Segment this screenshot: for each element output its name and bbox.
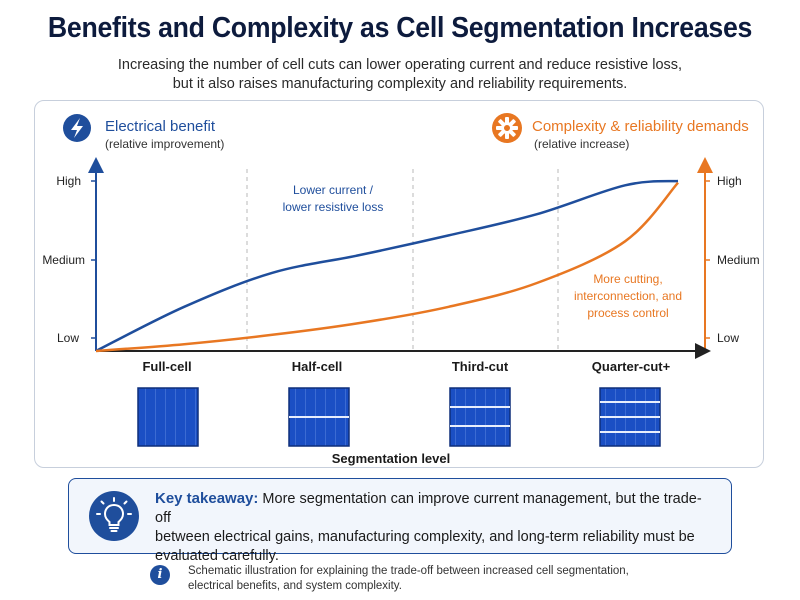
footnote: i Schematic illustration for explaining … [150,563,670,595]
left-tick-medium: Medium [42,253,85,267]
footnote-text: Schematic illustration for explaining th… [188,564,668,594]
full-cell-icon [137,387,199,447]
quarter-cut-cell-icon [599,387,661,447]
category-label-third-cut: Third-cut [452,359,509,374]
category-label-quarter-cut: Quarter-cut+ [592,359,671,374]
lightbulb-icon [89,491,139,541]
half-cell-icon [288,387,350,447]
segmentation-chart: Electrical benefit (relative improvement… [42,113,760,466]
left-tick-low: Low [57,331,79,345]
annotation-complexity-line-2: interconnection, and [574,289,682,303]
takeaway-label: Key takeaway: [155,490,259,507]
page-title: Benefits and Complexity as Cell Segmenta… [47,12,753,44]
takeaway-text: Key takeaway: More segmentation can impr… [155,489,715,566]
annotation-benefit-line-2: lower resistive loss [283,200,384,214]
third-cut-cell-icon [449,387,511,447]
series-line-electrical-benefit [95,179,679,353]
subtitle-line-2: but it also raises manufacturing complex… [172,76,628,92]
takeaway-line-3: evaluated carefully. [155,548,279,564]
series-line-complexity [95,181,679,353]
right-tick-medium: Medium [717,253,760,267]
annotation-complexity-line-1: More cutting, [593,272,662,286]
page-subtitle: Increasing the number of cell cuts can l… [0,56,800,94]
annotation-benefit-line-1: Lower current / [293,183,374,197]
chart-panel: Electrical benefit (relative improvement… [34,100,764,468]
takeaway-line-1: More segmentation can improve current ma… [155,491,702,526]
x-axis-label: Segmentation level [332,451,450,466]
left-tick-high: High [56,174,81,188]
info-icon: i [150,565,170,585]
left-axis-sublabel: (relative improvement) [105,137,224,151]
gear-icon [492,113,522,143]
category-label-half-cell: Half-cell [292,359,343,374]
lightning-icon [63,114,91,142]
left-axis-label: Electrical benefit [105,118,216,135]
right-tick-low: Low [717,331,739,345]
annotation-complexity-line-3: process control [587,306,668,320]
right-tick-high: High [717,174,742,188]
category-label-full-cell: Full-cell [142,359,191,374]
subtitle-line-1: Increasing the number of cell cuts can l… [117,57,683,73]
right-axis-sublabel: (relative increase) [534,137,629,151]
takeaway-line-2: between electrical gains, manufacturing … [155,529,695,545]
right-axis-label: Complexity & reliability demands [532,118,749,135]
footnote-line-2: electrical benefits, and system complexi… [188,580,402,592]
key-takeaway-box: Key takeaway: More segmentation can impr… [68,478,732,564]
footnote-line-1: Schematic illustration for explaining th… [188,565,629,577]
